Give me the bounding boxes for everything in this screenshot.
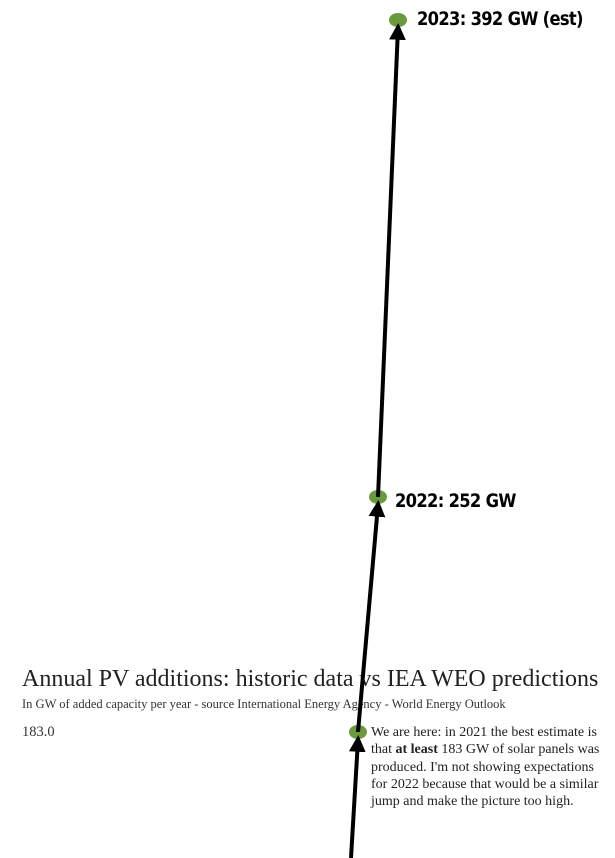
series-segment-2021-2022: [356, 499, 386, 733]
series-segment-2022-2023: [376, 22, 406, 498]
series-segment-lead: [348, 734, 366, 858]
y-value-label: 183.0: [22, 724, 55, 740]
chart-title: Annual PV additions: historic data vs IE…: [22, 666, 599, 692]
annotation-2023: 2023: 392 GW (est): [417, 8, 583, 30]
note-bold: at least: [395, 742, 438, 758]
note-part1: We are here: in 2021 the best estimate i…: [371, 725, 597, 758]
chart-subtitle: In GW of added capacity per year - sourc…: [22, 697, 506, 711]
note-text: We are here: in 2021 the best estimate i…: [371, 724, 606, 810]
data-point-2023: [389, 13, 407, 27]
note-part2: 183 GW of solar panels was produced. I'm…: [371, 742, 600, 810]
annotation-2022: 2022: 252 GW: [395, 490, 516, 512]
